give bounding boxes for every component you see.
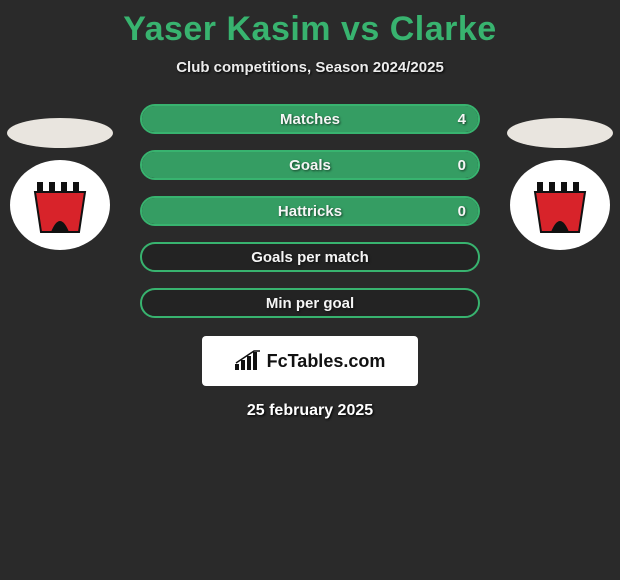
player-right-badge bbox=[510, 160, 610, 250]
player-left-slot bbox=[5, 118, 115, 250]
stat-value: 0 bbox=[458, 203, 466, 220]
brand-box[interactable]: FcTables.com bbox=[202, 336, 418, 386]
stat-label: Hattricks bbox=[142, 203, 478, 220]
stats-list: Matches 4 Goals 0 Hattricks 0 Goals per … bbox=[140, 104, 480, 318]
tower-icon bbox=[29, 176, 91, 234]
stat-value: 0 bbox=[458, 157, 466, 174]
subtitle: Club competitions, Season 2024/2025 bbox=[0, 59, 620, 76]
stat-row-goals-per-match: Goals per match bbox=[140, 242, 480, 272]
player-left-badge bbox=[10, 160, 110, 250]
stat-label: Goals per match bbox=[142, 249, 478, 266]
stat-row-matches: Matches 4 bbox=[140, 104, 480, 134]
stat-label: Min per goal bbox=[142, 295, 478, 312]
stat-value: 4 bbox=[458, 111, 466, 128]
page-title: Yaser Kasim vs Clarke bbox=[0, 0, 620, 49]
stat-row-hattricks: Hattricks 0 bbox=[140, 196, 480, 226]
tower-icon bbox=[529, 176, 591, 234]
player-right-halo bbox=[507, 118, 613, 148]
stat-row-min-per-goal: Min per goal bbox=[140, 288, 480, 318]
stat-label: Matches bbox=[142, 111, 478, 128]
chart-bars-icon bbox=[235, 350, 261, 372]
player-right-slot bbox=[505, 118, 615, 250]
stat-label: Goals bbox=[142, 157, 478, 174]
player-left-halo bbox=[7, 118, 113, 148]
date-text: 25 february 2025 bbox=[0, 402, 620, 420]
brand-text: FcTables.com bbox=[267, 351, 386, 372]
stat-row-goals: Goals 0 bbox=[140, 150, 480, 180]
